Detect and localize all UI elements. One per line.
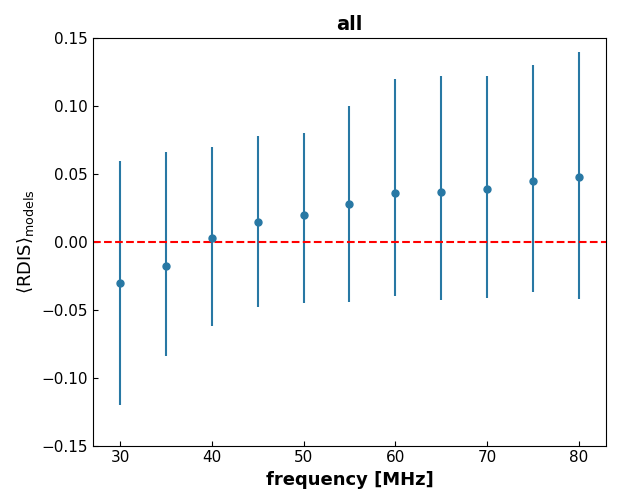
Title: all: all: [336, 15, 363, 34]
X-axis label: frequency [MHz]: frequency [MHz]: [266, 471, 433, 489]
Y-axis label: $\langle$RDIS$\rangle_\mathregular{models}$: $\langle$RDIS$\rangle_\mathregular{model…: [15, 190, 36, 294]
